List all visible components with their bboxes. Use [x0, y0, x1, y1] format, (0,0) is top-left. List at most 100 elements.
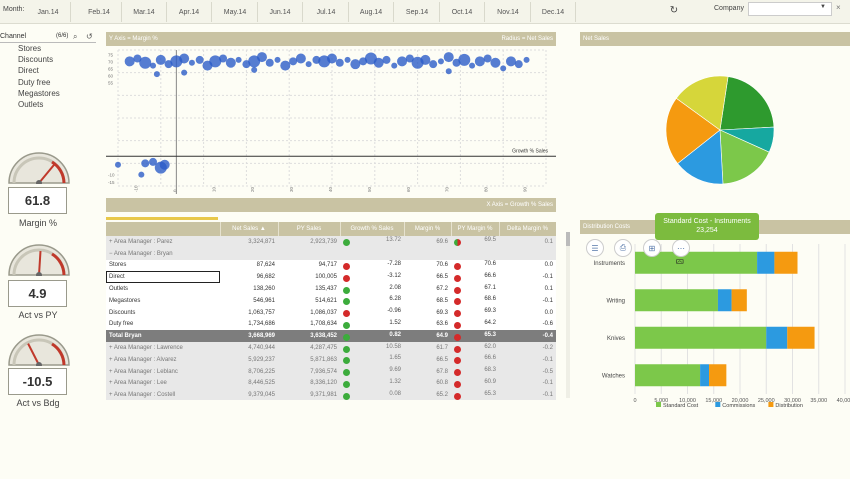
cell-name[interactable]: Discounts — [106, 306, 220, 319]
table-row-manager[interactable]: + Area Manager : Lee 8,446,525 8,336,120 1.… — [106, 377, 556, 390]
table-row[interactable]: Discounts 1,063,757 1,086,037 -0.96 69.3 69.3… — [106, 306, 556, 319]
cell-name[interactable]: + Area Manager : Lee — [106, 377, 220, 390]
channel-item-stores[interactable]: Stores — [18, 44, 42, 53]
tooltip-value: 23,254 — [696, 227, 718, 234]
cell-name[interactable]: Duty free — [106, 318, 220, 331]
print-icon[interactable]: ⎙ — [614, 239, 632, 257]
company-select[interactable] — [748, 2, 832, 16]
cell-name[interactable]: Stores — [106, 259, 220, 272]
more-icon[interactable]: ⋯ — [672, 239, 690, 257]
cell-growth-text: -0.96 — [387, 308, 401, 315]
month-button-jul[interactable]: Jul.14 — [304, 2, 349, 22]
table-row[interactable]: Stores 87,624 94,717 -7.28 70.6 70.6 0.0 — [106, 259, 556, 272]
grid-header-margin[interactable]: Margin % — [404, 222, 452, 236]
pie-slice — [675, 75, 729, 131]
status-dot-icon — [343, 345, 350, 353]
table-row[interactable]: Megastores 546,961 514,621 6.28 68.5 68.6 -0.1 — [106, 294, 556, 307]
table-row-manager[interactable]: + Area Manager : Parez 3,324,871 2,923,739… — [106, 236, 556, 248]
grid-header-py-margin[interactable]: PY Margin % — [451, 222, 500, 236]
cell-name[interactable]: + Area Manager : Costell — [106, 389, 220, 400]
table-row-manager[interactable]: + Area Manager : Costell 9,379,045 9,371,9… — [106, 389, 556, 400]
reset-icon[interactable]: ↺ — [86, 32, 93, 41]
bar-x-tick: 10,000 — [679, 398, 696, 404]
data-icon[interactable]: ⊞ — [643, 239, 661, 257]
sort-up-icon[interactable]: ▲ — [259, 226, 266, 232]
cell-delta: 0.0 — [499, 306, 556, 319]
cell-name[interactable]: − Area Manager : Bryan — [106, 247, 220, 260]
search-icon[interactable]: ⌕ — [73, 32, 78, 41]
scatter-x-tick: 50 — [367, 186, 372, 192]
chevron-down-icon[interactable]: ▼ — [820, 4, 826, 10]
cell-pym: 66.6 — [451, 353, 499, 366]
grid-header-net-sales[interactable]: Net Sales ▲ — [220, 222, 279, 236]
bar-segment — [635, 289, 718, 312]
month-button-sep[interactable]: Sep.14 — [395, 2, 440, 22]
month-button-aug[interactable]: Aug.14 — [349, 2, 394, 22]
table-row-manager[interactable]: + Area Manager : Lawrence 4,740,944 4,287,… — [106, 342, 556, 354]
cell-name[interactable]: + Area Manager : Lawrence — [106, 342, 220, 354]
cell-name[interactable]: + Area Manager : Alvarez — [106, 353, 220, 366]
month-button-mar[interactable]: Mar.14 — [122, 2, 167, 22]
channel-item-direct[interactable]: Direct — [18, 66, 39, 75]
status-dot-icon — [343, 369, 350, 377]
table-row-manager[interactable]: + Area Manager : Leblanc 8,706,225 7,936,5… — [106, 365, 556, 378]
scrollbar-thumb[interactable] — [566, 232, 570, 246]
table-row[interactable]: Duty free 1,734,686 1,708,634 1.52 63.6 64.2 -… — [106, 318, 556, 331]
cell-growth: 13.72 — [340, 236, 404, 248]
cell-py-text: 4,287,475 — [310, 345, 337, 352]
scrollbar-track[interactable] — [566, 232, 570, 398]
cell-growth: 6.28 — [340, 294, 404, 307]
table-row-manager[interactable]: + Area Manager : Alvarez 5,929,237 5,871,8… — [106, 353, 556, 366]
bar-segment — [700, 364, 710, 387]
channel-item-outlets[interactable]: Outlets — [18, 100, 44, 109]
cell-name[interactable]: Outlets — [106, 283, 220, 295]
grid-header-delta-margin[interactable]: Delta Margin % — [499, 222, 556, 236]
month-button-apr[interactable]: Apr.14 — [167, 2, 212, 22]
cell-py-text: 1,708,634 — [310, 321, 337, 328]
cell-net: 87,624 — [220, 259, 278, 272]
grid-header-py-sales[interactable]: PY Sales — [278, 222, 341, 236]
cell-name[interactable]: Direct — [106, 271, 220, 284]
cell-net: 8,706,225 — [220, 365, 278, 378]
refresh-icon[interactable]: ↻ — [669, 5, 679, 16]
channel-item-megastores[interactable]: Megastores — [18, 89, 60, 98]
channel-item-duty-free[interactable]: Duty free — [18, 78, 51, 87]
month-button-oct[interactable]: Oct.14 — [440, 2, 485, 22]
month-button-feb[interactable]: Feb.14 — [77, 2, 122, 22]
table-row[interactable]: Direct 96,682 100,005 -3.12 66.5 66.6 -0.1 — [106, 271, 556, 284]
table-row-total[interactable]: Total Bryan 3,668,969 3,638,452 0.82 64.9 65.… — [106, 330, 556, 343]
month-button-nov[interactable]: Nov.14 — [486, 2, 531, 22]
cell-margin-text: 69.3 — [436, 309, 448, 316]
margin-gauge-label: Margin % — [18, 218, 57, 228]
status-dot-icon — [343, 298, 350, 306]
clear-icon[interactable]: × — [836, 3, 841, 12]
cell-pym: 64.2 — [451, 318, 499, 331]
menu-icon[interactable]: ☰ — [586, 239, 604, 257]
grid-header-growth[interactable]: Growth % Sales — [340, 222, 405, 236]
sales-grid: Net Sales ▲ PY Sales Growth % Sales Marg… — [106, 222, 556, 400]
month-button-jan[interactable]: Jan.14 — [26, 2, 71, 22]
legend-swatch — [715, 402, 721, 407]
scatter-footer: X Axis = Growth % Sales — [106, 198, 556, 212]
month-button-may[interactable]: May.14 — [213, 2, 258, 22]
cell-net: 138,260 — [220, 283, 278, 295]
pie-chart[interactable] — [660, 70, 780, 190]
channel-item-discounts[interactable]: Discounts — [18, 55, 54, 64]
cell-name[interactable]: Megastores — [106, 294, 220, 307]
cell-margin: 67.2 — [404, 283, 451, 295]
month-button-dec[interactable]: Dec.14 — [531, 2, 576, 22]
month-button-jun[interactable]: Jun.14 — [258, 2, 303, 22]
cell-name[interactable]: Total Bryan — [106, 330, 220, 343]
cell-name[interactable]: + Area Manager : Leblanc — [106, 365, 220, 378]
cell-delta: 0.1 — [499, 283, 556, 295]
bar-chart[interactable]: 0 5,000 10,000 15,000 20,000 25,000 30,000 35,0… — [580, 234, 850, 414]
cell-margin-text: 69.6 — [436, 238, 448, 245]
cell-margin: 69.6 — [404, 236, 451, 248]
pie-slice — [665, 97, 721, 164]
cell-py: 3,638,452 — [278, 330, 340, 343]
table-row[interactable]: Outlets 138,260 135,437 2.08 67.2 67.1 0.1 — [106, 283, 556, 295]
scatter-chart[interactable]: Growth % Sales 75 70 65 60 55 -10 -15 -10 0 10 20 30… — [106, 46, 556, 198]
cell-name[interactable]: + Area Manager : Parez — [106, 236, 220, 248]
scatter-y-tick: 65 — [108, 66, 114, 71]
table-row-manager[interactable]: − Area Manager : Bryan — [106, 247, 556, 260]
